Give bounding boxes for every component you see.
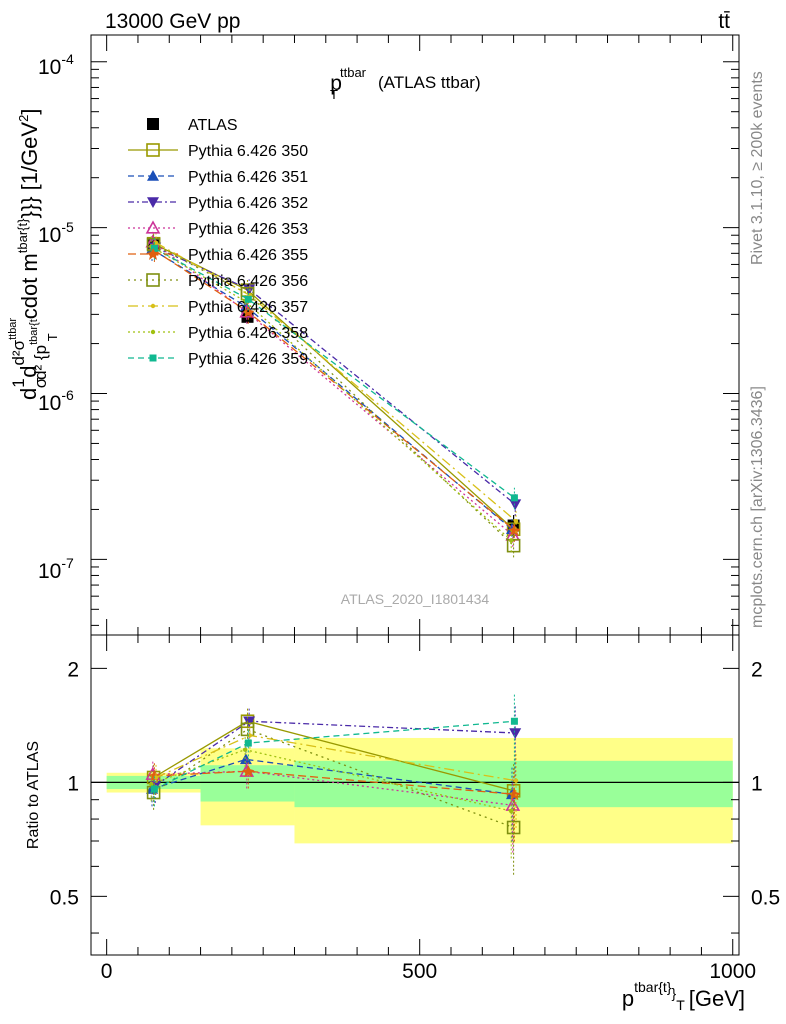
data-point xyxy=(513,518,519,524)
legend-entry-pythia-6-426-356: Pythia 6.426 356 xyxy=(128,273,308,290)
ratio-point xyxy=(153,775,159,780)
legend-entry-pythia-6-426-353: Pythia 6.426 353 xyxy=(128,220,308,238)
data-point xyxy=(509,538,514,543)
process-label: tt̄ xyxy=(718,10,730,33)
legend-label: Pythia 6.426 351 xyxy=(188,169,308,186)
legend-label: Pythia 6.426 356 xyxy=(188,273,308,290)
legend-entry-pythia-6-426-359: Pythia 6.426 359 xyxy=(128,351,308,368)
ratio-point xyxy=(506,820,521,835)
legend-entry-pythia-6-426-351: Pythia 6.426 351 xyxy=(128,169,308,186)
xtick-label: 0 xyxy=(101,960,113,983)
ratio-point xyxy=(239,753,252,765)
ratio-series-pythia-6-426-359 xyxy=(150,694,518,807)
series-line xyxy=(150,245,512,541)
legend-marker xyxy=(146,143,160,157)
ratio-line xyxy=(152,770,513,806)
data-point xyxy=(242,306,255,319)
collision-label: 13000 GeV pp xyxy=(105,10,240,33)
legend-entry-pythia-6-426-352: Pythia 6.426 352 xyxy=(128,195,308,212)
legend-marker xyxy=(149,354,157,362)
legend-entry-atlas: ATLAS xyxy=(147,117,238,134)
legend-marker xyxy=(147,248,159,260)
ratio-point xyxy=(509,728,522,740)
legend-marker xyxy=(147,118,159,130)
ratio-point xyxy=(244,739,252,747)
ratio-plot-panel: 0.5 0.5 1 1 2 2 0 500 1000 Ratio to ATLAS ptbar{… xyxy=(25,634,780,1013)
ytick-label-1e-7: 10-7 xyxy=(38,555,74,583)
ratio-ytick-label-left: 0.5 xyxy=(50,886,79,909)
data-point xyxy=(510,494,518,502)
ratio-point xyxy=(240,714,255,729)
ratio-point xyxy=(513,778,519,783)
rivet-version-label: Rivet 3.1.10, ≥ 200k events xyxy=(749,71,766,265)
series-line xyxy=(154,249,515,531)
series-line xyxy=(151,248,513,530)
ratio-point xyxy=(509,808,514,814)
data-point xyxy=(244,295,252,303)
ratio-ytick-label-right: 2 xyxy=(751,658,763,681)
ratio-ytick-label-right: 0.5 xyxy=(751,886,780,909)
legend-marker xyxy=(150,329,156,335)
ratio-ytick-label-left: 1 xyxy=(67,772,79,795)
mcplots-label: mcplots.cern.ch [arXiv:1306.3436] xyxy=(749,386,766,628)
legend-marker xyxy=(145,220,161,234)
ytick-label-1e-5: 10-5 xyxy=(38,219,74,247)
legend-label: Pythia 6.426 358 xyxy=(188,325,308,342)
legend-label: Pythia 6.426 355 xyxy=(188,247,308,264)
main-plot-panel: 10-7 10-6 10-5 10-4 pttbar T(ATLAS ttbar)… xyxy=(7,34,740,636)
series-line xyxy=(154,247,515,499)
xtick-label: 500 xyxy=(402,960,437,983)
legend-label: Pythia 6.426 352 xyxy=(188,195,308,212)
legend-marker xyxy=(146,273,160,287)
legend: ATLAS Pythia 6.426 350 Pythia 6.426 351 Pyt… xyxy=(128,117,308,368)
data-point xyxy=(508,524,521,537)
legend-label: Pythia 6.426 350 xyxy=(188,143,308,160)
legend-entry-pythia-6-426-358: Pythia 6.426 358 xyxy=(128,325,308,342)
legend-entry-pythia-6-426-355: Pythia 6.426 355 xyxy=(128,247,308,264)
ratio-point xyxy=(149,781,154,787)
y-axis-label: d1 σdd²σttbard² {ptbar{t Tcdot mtbar{t}}}}… xyxy=(7,109,60,400)
plot-title: pttbar T(ATLAS ttbar) xyxy=(330,65,481,102)
ratio-point xyxy=(240,722,255,737)
legend-label: Pythia 6.426 359 xyxy=(188,351,308,368)
legend-marker xyxy=(147,170,159,181)
legend-label: Pythia 6.426 353 xyxy=(188,221,308,238)
ratio-point xyxy=(247,733,253,738)
legend-marker xyxy=(147,197,159,208)
ratio-point xyxy=(510,717,518,725)
ratio-point xyxy=(242,765,255,778)
legend-entry-pythia-6-426-350: Pythia 6.426 350 xyxy=(128,143,308,160)
series-pythia-6-426-359 xyxy=(150,238,518,510)
data-point xyxy=(509,499,522,511)
legend-marker xyxy=(150,303,156,309)
data-point xyxy=(150,244,158,252)
ratio-point xyxy=(242,747,248,752)
ratio-y-axis-label: Ratio to ATLAS xyxy=(25,741,42,849)
xtick-label: 1000 xyxy=(709,960,756,983)
analysis-label: ATLAS_2020_I1801434 xyxy=(341,591,490,607)
x-axis-label: ptbar{t}}T [GeV] xyxy=(622,979,745,1013)
ratio-ytick-label-right: 1 xyxy=(751,772,763,795)
legend-label: Pythia 6.426 357 xyxy=(188,299,308,316)
y-tick-labels: 10-7 10-6 10-5 10-4 xyxy=(38,51,74,583)
ratio-ytick-label-left: 2 xyxy=(67,658,79,681)
ratio-line xyxy=(151,758,513,795)
legend-entry-pythia-6-426-357: Pythia 6.426 357 xyxy=(128,299,308,316)
ratio-point xyxy=(150,785,158,793)
ratio-point xyxy=(243,716,256,728)
legend-label: ATLAS xyxy=(188,117,238,134)
ratio-plot-frame xyxy=(90,634,740,956)
data-point xyxy=(506,538,521,553)
ytick-label-1e-6: 10-6 xyxy=(38,387,74,415)
ytick-label-1e-4: 10-4 xyxy=(38,51,74,79)
